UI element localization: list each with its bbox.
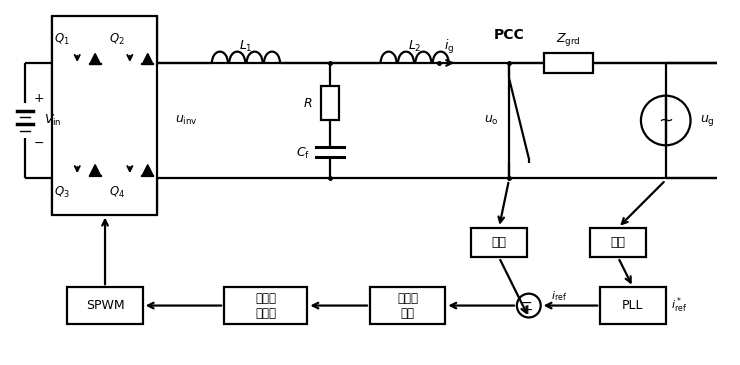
Text: $-$: $-$	[519, 295, 532, 308]
Text: $-$: $-$	[33, 136, 44, 149]
Text: $u_{\rm inv}$: $u_{\rm inv}$	[175, 114, 198, 127]
Text: PLL: PLL	[622, 299, 644, 312]
Text: $i_{\rm ref}$: $i_{\rm ref}$	[551, 289, 567, 303]
Polygon shape	[142, 165, 153, 176]
Text: $i_{\rm g}$: $i_{\rm g}$	[444, 38, 454, 56]
Bar	[224, 287, 308, 324]
Text: SPWM: SPWM	[86, 299, 124, 312]
Text: $Z_{\rm grd}$: $Z_{\rm grd}$	[556, 31, 581, 47]
Text: $C_{\rm f}$: $C_{\rm f}$	[297, 146, 311, 161]
Bar	[67, 287, 143, 324]
Text: $Q_1$: $Q_1$	[55, 31, 70, 47]
Text: $Q_2$: $Q_2$	[109, 31, 125, 47]
Text: $Q_3$: $Q_3$	[55, 185, 70, 200]
Polygon shape	[90, 165, 101, 176]
Text: 采样: 采样	[610, 236, 625, 249]
Bar	[370, 287, 445, 324]
Bar	[544, 53, 593, 73]
Text: $R$: $R$	[303, 97, 312, 110]
Bar	[600, 287, 666, 324]
Text: $Q_4$: $Q_4$	[109, 185, 125, 200]
Text: $i^*_{\rm ref}$: $i^*_{\rm ref}$	[670, 296, 687, 315]
Bar	[321, 86, 339, 120]
Text: $V_{\rm in}$: $V_{\rm in}$	[44, 113, 61, 128]
Polygon shape	[90, 54, 101, 64]
Text: PCC: PCC	[494, 28, 525, 42]
Text: ~: ~	[659, 111, 673, 130]
Bar	[591, 228, 646, 257]
Text: $+$: $+$	[521, 303, 533, 316]
Text: $L_2$: $L_2$	[408, 38, 422, 54]
Text: $L_1$: $L_1$	[239, 38, 253, 54]
Polygon shape	[142, 54, 153, 64]
Text: 数字控
制延迟: 数字控 制延迟	[255, 292, 276, 319]
Bar	[53, 16, 157, 215]
Text: 采样: 采样	[491, 236, 506, 249]
Text: $+$: $+$	[33, 92, 44, 105]
Text: 电流控
制器: 电流控 制器	[397, 292, 418, 319]
Bar	[471, 228, 527, 257]
Text: $u_{\rm o}$: $u_{\rm o}$	[484, 114, 499, 127]
Text: $u_{\rm g}$: $u_{\rm g}$	[701, 113, 716, 128]
